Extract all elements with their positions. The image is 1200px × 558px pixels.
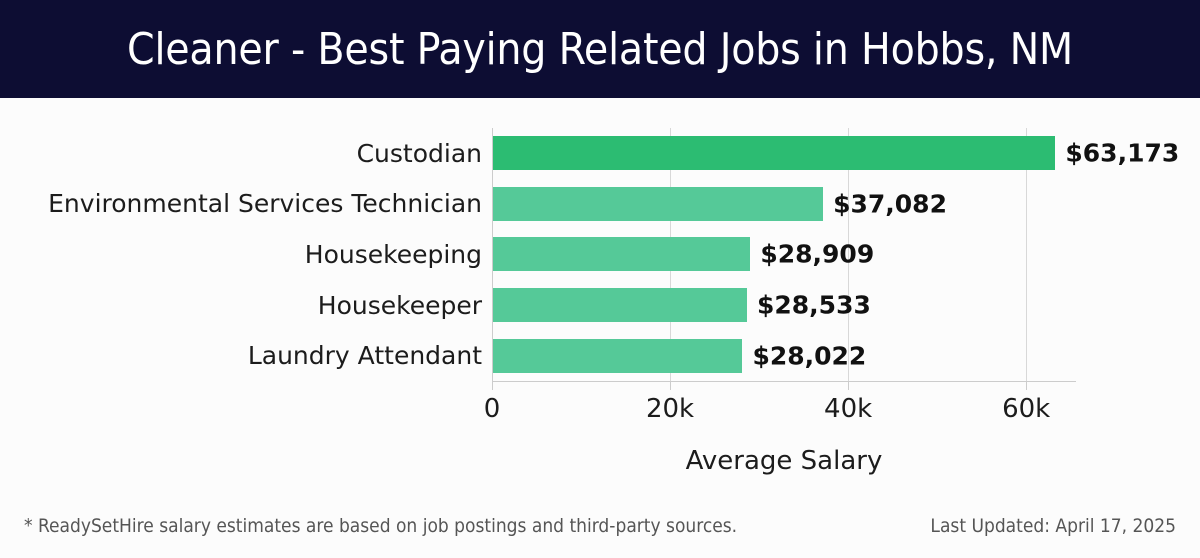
bar[interactable] xyxy=(493,136,1056,171)
category-label: Environmental Services Technician xyxy=(48,189,482,219)
gridline-60k xyxy=(1026,128,1028,381)
bar-container xyxy=(493,338,743,373)
bar[interactable] xyxy=(493,186,824,221)
bar-row: Housekeeper $28,533 xyxy=(0,280,1200,331)
bar-value-label: $28,909 xyxy=(760,239,875,269)
bar[interactable] xyxy=(493,288,747,323)
bar-container xyxy=(493,288,747,323)
footer-last-updated: Last Updated: April 17, 2025 xyxy=(930,515,1176,537)
bar-row: Custodian $63,173 xyxy=(0,128,1200,179)
bar[interactable] xyxy=(493,338,743,373)
x-tick-label: 0 xyxy=(483,394,501,424)
bar-row: Laundry Attendant $28,022 xyxy=(0,330,1200,381)
bar-value-label: $28,022 xyxy=(752,341,867,371)
bar-rows: Custodian $63,173 Environmental Services T… xyxy=(0,128,1200,381)
bar-value-label: $28,533 xyxy=(757,290,871,320)
x-tick-mark xyxy=(1026,381,1028,390)
footer: * ReadySetHire salary estimates are base… xyxy=(0,505,1200,558)
bar-chart: Custodian $63,173 Environmental Services T… xyxy=(0,98,1200,498)
x-tick-label: 40k xyxy=(824,394,873,424)
footer-disclaimer: * ReadySetHire salary estimates are base… xyxy=(24,515,738,537)
bar-container xyxy=(493,186,824,221)
gridline-40k xyxy=(848,128,850,381)
x-tick-mark xyxy=(492,381,493,390)
category-label: Laundry Attendant xyxy=(247,341,482,371)
category-label: Housekeeping xyxy=(304,239,482,269)
bar-row: Housekeeping $28,909 xyxy=(0,229,1200,280)
header-banner: Cleaner - Best Paying Related Jobs in Ho… xyxy=(0,0,1200,98)
bar-row: Environmental Services Technician $37,082 xyxy=(0,179,1200,230)
x-axis-line xyxy=(492,381,1076,382)
category-label: Housekeeper xyxy=(317,290,482,320)
bar-container xyxy=(493,136,1056,171)
bar-value-label: $37,082 xyxy=(833,189,947,219)
page-title: Cleaner - Best Paying Related Jobs in Ho… xyxy=(127,23,1073,75)
bar[interactable] xyxy=(493,237,751,272)
y-axis-line xyxy=(492,128,493,381)
x-axis-title: Average Salary xyxy=(685,446,883,476)
x-tick-label: 60k xyxy=(1002,394,1051,424)
x-tick-mark xyxy=(848,381,850,390)
x-tick-mark xyxy=(670,381,672,390)
x-tick-label: 20k xyxy=(645,394,695,424)
bar-container xyxy=(493,237,751,272)
bar-value-label: $63,173 xyxy=(1065,138,1180,168)
category-label: Custodian xyxy=(356,138,482,168)
